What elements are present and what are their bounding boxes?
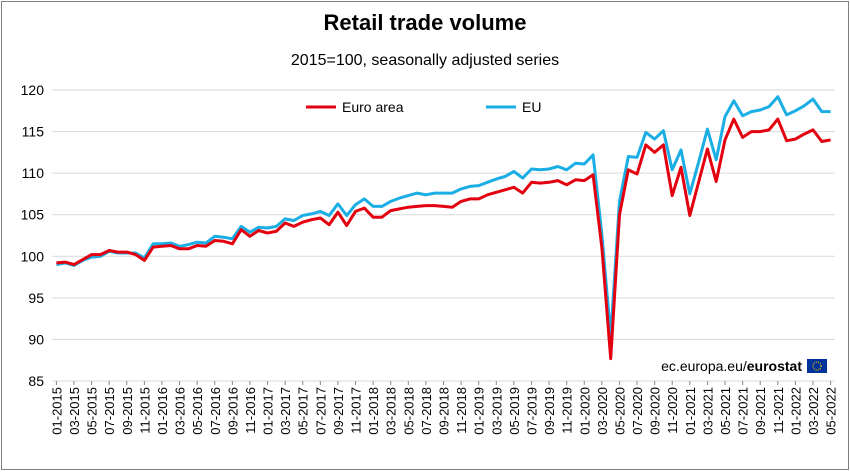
legend: Euro area EU: [306, 99, 541, 115]
legend-label-euro-area: Euro area: [342, 99, 404, 115]
y-tick-label: 110: [22, 165, 45, 181]
y-tick-label: 85: [28, 373, 44, 389]
x-tick-label: 03-2015: [67, 387, 82, 435]
x-tick-label: 09-2018: [437, 387, 452, 435]
x-tick-label: 11-2021: [771, 387, 786, 434]
x-tick-label: 09-2015: [120, 387, 135, 435]
x-tick-label: 01-2019: [472, 387, 487, 435]
x-tick-label: 01-2020: [577, 387, 592, 435]
source-credit: ec.europa.eu/eurostat: [661, 358, 827, 374]
x-tick-label: 01-2018: [366, 387, 381, 435]
chart-title: Retail trade volume: [323, 10, 527, 35]
svg-text:ec.europa.eu/eurostat: ec.europa.eu/eurostat: [661, 358, 802, 374]
x-tick-label: 05-2020: [612, 387, 627, 435]
x-tick-label: 11-2016: [243, 387, 258, 434]
x-axis-tick-labels: 01-2015 03-2015 05-2015 07-2015 09-2015 11-20…: [49, 381, 839, 435]
x-tick-label: 09-2020: [648, 387, 663, 435]
x-tick-label: 11-2017: [349, 387, 364, 434]
y-tick-label: 105: [21, 207, 45, 223]
x-tick-label: 05-2022: [824, 387, 839, 435]
x-tick-label: 03-2017: [278, 387, 293, 435]
series-line-eu: [56, 95, 831, 338]
x-tick-label: 07-2017: [313, 387, 328, 435]
eu-flag-icon: [807, 359, 827, 373]
y-tick-label: 120: [21, 82, 45, 98]
x-tick-label: 09-2019: [542, 387, 557, 435]
y-tick-label: 90: [28, 331, 44, 347]
x-tick-label: 07-2020: [630, 387, 645, 435]
x-tick-label: 03-2016: [173, 387, 188, 435]
x-tick-label: 07-2018: [419, 387, 434, 435]
x-tick-label: 07-2016: [208, 387, 223, 435]
x-tick-label: 07-2015: [102, 387, 117, 435]
x-tick-label: 11-2018: [454, 387, 469, 434]
x-tick-label: 05-2018: [401, 387, 416, 435]
source-prefix: ec.europa.eu/: [661, 358, 747, 374]
series-line-euro-area: [56, 117, 831, 361]
x-tick-label: 01-2016: [155, 387, 170, 435]
x-tick-label: 01-2021: [683, 387, 698, 435]
y-tick-label: 115: [22, 124, 45, 140]
x-tick-label: 01-2017: [261, 387, 276, 435]
x-tick-label: 03-2020: [595, 387, 610, 435]
x-tick-label: 03-2022: [806, 387, 821, 435]
x-tick-label: 01-2015: [49, 387, 64, 435]
x-tick-label: 11-2015: [137, 387, 152, 434]
x-tick-label: 05-2017: [296, 387, 311, 435]
x-tick-label: 03-2018: [384, 387, 399, 435]
chart-subtitle: 2015=100, seasonally adjusted series: [290, 52, 560, 69]
legend-label-eu: EU: [522, 99, 541, 115]
x-tick-label: 03-2021: [700, 387, 715, 435]
source-brand: eurostat: [747, 358, 803, 374]
x-tick-label: 09-2017: [331, 387, 346, 435]
x-tick-label: 05-2021: [718, 387, 733, 435]
x-tick-label: 05-2016: [190, 387, 205, 435]
x-tick-label: 05-2019: [507, 387, 522, 435]
y-tick-label: 100: [21, 248, 45, 264]
x-tick-label: 03-2019: [489, 387, 504, 435]
series-lines: [56, 95, 831, 361]
x-tick-label: 07-2021: [736, 387, 751, 435]
x-tick-label: 05-2015: [85, 387, 100, 435]
gridlines: [52, 89, 835, 382]
x-tick-label: 09-2021: [753, 387, 768, 435]
y-tick-label: 95: [28, 290, 44, 306]
x-tick-label: 01-2022: [788, 387, 803, 435]
x-tick-label: 07-2019: [524, 387, 539, 435]
y-axis-tick-labels: 85 90 95 100 105 110 115 120: [21, 82, 45, 389]
x-tick-label: 11-2019: [560, 387, 575, 434]
x-tick-label: 11-2020: [665, 387, 680, 434]
x-tick-label: 09-2016: [225, 387, 240, 435]
